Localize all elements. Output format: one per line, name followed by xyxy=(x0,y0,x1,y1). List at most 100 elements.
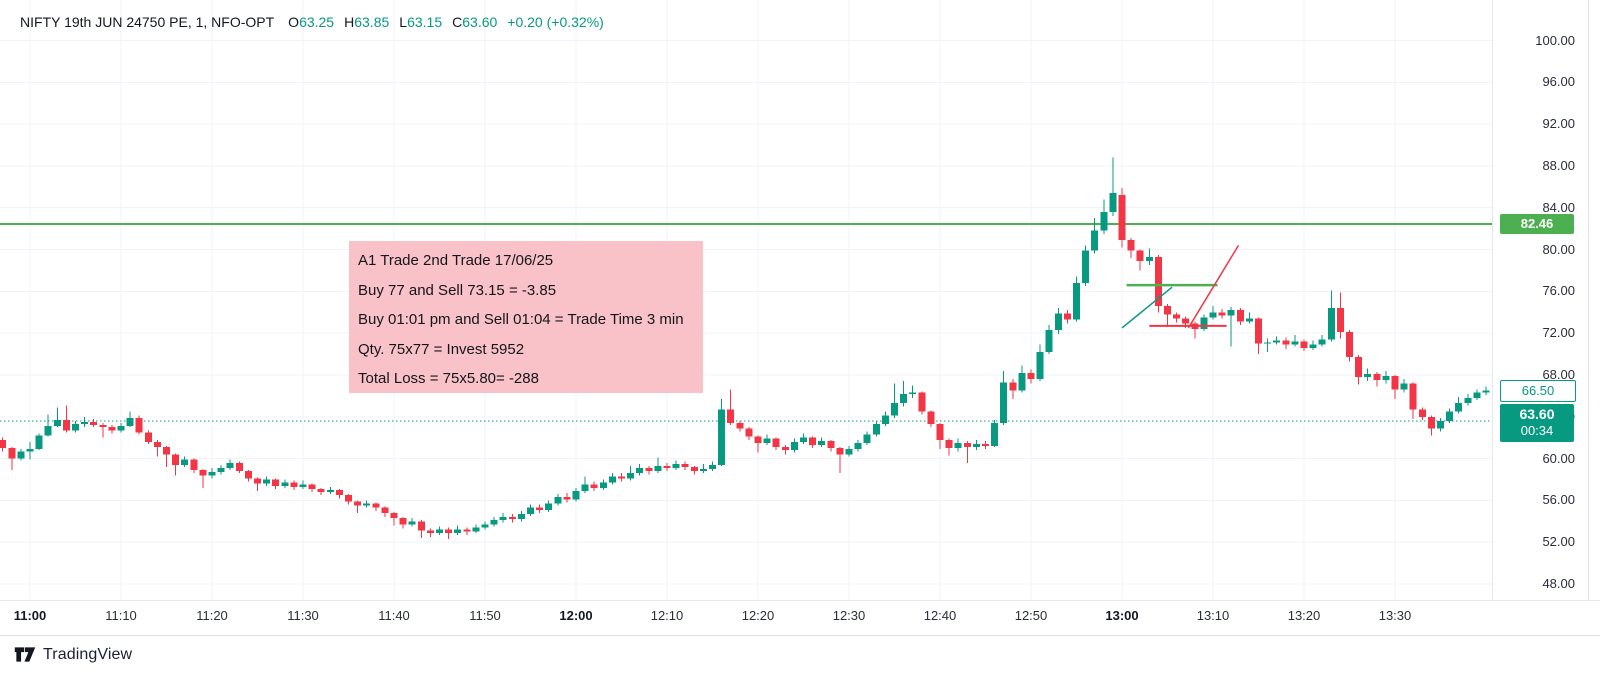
candle-up xyxy=(527,507,534,514)
candle-down xyxy=(99,425,107,428)
symbol-legend: NIFTY 19th JUN 24750 PE, 1, NFO-OPT O 63.… xyxy=(20,14,604,30)
candle-up xyxy=(672,463,680,468)
candle-down xyxy=(1418,409,1426,417)
candle-up xyxy=(1209,312,1217,318)
price-tick-label: 84.00 xyxy=(1542,199,1575,215)
candle-down xyxy=(982,443,989,447)
high-value: 63.85 xyxy=(354,14,390,30)
note-line: Buy 01:01 pm and Sell 01:04 = Trade Time… xyxy=(358,311,684,328)
candle-up xyxy=(472,527,480,532)
time-tick-label: 13:20 xyxy=(1287,608,1321,623)
chart-plot-area[interactable] xyxy=(0,0,1492,600)
candle-down xyxy=(1182,318,1190,324)
candle-up xyxy=(554,497,562,504)
price-line-badge: 82.46 xyxy=(1500,213,1574,234)
price-tick-label: 68.00 xyxy=(1542,366,1575,382)
candle-down xyxy=(590,484,598,488)
price-tick-label: 56.00 xyxy=(1542,492,1575,508)
note-line: Buy 77 and Sell 73.15 = -3.85 xyxy=(358,281,557,299)
note-line: Qty. 75x77 = Invest 5952 xyxy=(358,340,525,358)
candle-up xyxy=(636,467,644,474)
candle-down xyxy=(963,442,971,448)
price-tick-label: 92.00 xyxy=(1542,116,1575,132)
time-tick-label: 12:10 xyxy=(650,608,684,623)
candle-down xyxy=(1282,340,1290,345)
candle-up xyxy=(1036,351,1044,380)
candle-down xyxy=(272,479,280,486)
candle-up xyxy=(1200,317,1208,329)
candle-up xyxy=(972,443,980,448)
tradingview-brand-text: TradingView xyxy=(43,645,133,663)
price-tick-label: 48.00 xyxy=(1542,576,1575,591)
candle-down xyxy=(354,501,362,506)
time-tick-label: 11:20 xyxy=(196,608,228,623)
candle-down xyxy=(290,482,298,487)
time-scale[interactable]: 11:00 11:10 11:20 11:30 11:40 11:50 12:00 12:10… xyxy=(0,600,1600,636)
candle-up xyxy=(1109,193,1117,212)
last-price-value: 63.60 xyxy=(1519,405,1555,422)
note-line: Total Loss = 75x5.80= -288 xyxy=(358,370,539,387)
candle-up xyxy=(481,524,489,528)
candle-down xyxy=(1336,308,1344,333)
candle-up xyxy=(1455,403,1463,412)
price-tick-label: 96.00 xyxy=(1542,74,1575,90)
high-key: H xyxy=(344,14,355,30)
candle-down xyxy=(399,518,407,525)
candle-down xyxy=(918,392,926,412)
candle-down xyxy=(645,467,653,472)
candle-down xyxy=(199,470,207,476)
candle-down xyxy=(809,437,817,445)
candle-down xyxy=(445,529,453,533)
candle-up xyxy=(608,476,616,483)
candle-down xyxy=(1373,373,1381,381)
candle-down xyxy=(463,529,471,532)
candle-up xyxy=(718,409,726,465)
candle-down xyxy=(563,497,571,500)
symbol-title[interactable]: NIFTY 19th JUN 24750 PE, 1, NFO-OPT xyxy=(20,14,275,30)
candle-down xyxy=(1009,382,1017,391)
candle-down xyxy=(936,424,944,440)
candle-up xyxy=(17,451,25,459)
candle-up xyxy=(709,464,716,470)
candle-down xyxy=(618,476,625,479)
candle-down xyxy=(945,439,953,449)
candle-down xyxy=(308,484,316,489)
candle-up xyxy=(326,489,334,493)
candle-up xyxy=(436,529,443,533)
candle-up xyxy=(72,424,79,431)
time-tick-label: 11:00 xyxy=(13,608,47,623)
time-tick-label: 12:50 xyxy=(1014,608,1048,623)
candle-down xyxy=(108,427,116,431)
trade-drawing-red-line[interactable] xyxy=(1187,244,1240,329)
candle-down xyxy=(417,521,425,531)
candle-up xyxy=(117,426,125,431)
trade-drawing-teal-line[interactable] xyxy=(1121,286,1173,329)
candle-down xyxy=(1409,383,1417,410)
candle-down xyxy=(90,421,98,426)
price-scale[interactable]: 82.46 66.50 63.60 00:34 48.00 52.00 56.00 6… xyxy=(1492,0,1589,600)
candlestick-chart[interactable] xyxy=(0,0,1492,600)
candle-up xyxy=(35,435,43,450)
candle-up xyxy=(900,393,908,404)
candle-down xyxy=(426,530,434,533)
candle-down xyxy=(781,447,789,451)
candle-down xyxy=(1027,372,1035,380)
time-tick-label: 11:50 xyxy=(469,608,501,623)
trade-note-annotation[interactable]: A1 Trade 2nd Trade 17/06/25 Buy 77 and S… xyxy=(349,241,703,393)
candle-up xyxy=(454,529,462,533)
candle-down xyxy=(1391,376,1399,390)
note-line: A1 Trade 2nd Trade 17/06/25 xyxy=(358,252,554,269)
candle-up xyxy=(572,490,580,500)
candle-down xyxy=(1218,312,1226,316)
candle-down xyxy=(0,439,7,449)
candle-up xyxy=(863,434,871,443)
time-tick-label: 11:30 xyxy=(287,608,319,623)
candle-down xyxy=(1127,240,1135,251)
close-value: 63.60 xyxy=(462,14,498,30)
candle-down xyxy=(1346,332,1353,358)
low-key: L xyxy=(399,14,408,30)
tradingview-logo[interactable]: TradingView xyxy=(14,645,132,664)
time-tick-label: 11:40 xyxy=(378,608,410,623)
candle-up xyxy=(181,459,189,465)
